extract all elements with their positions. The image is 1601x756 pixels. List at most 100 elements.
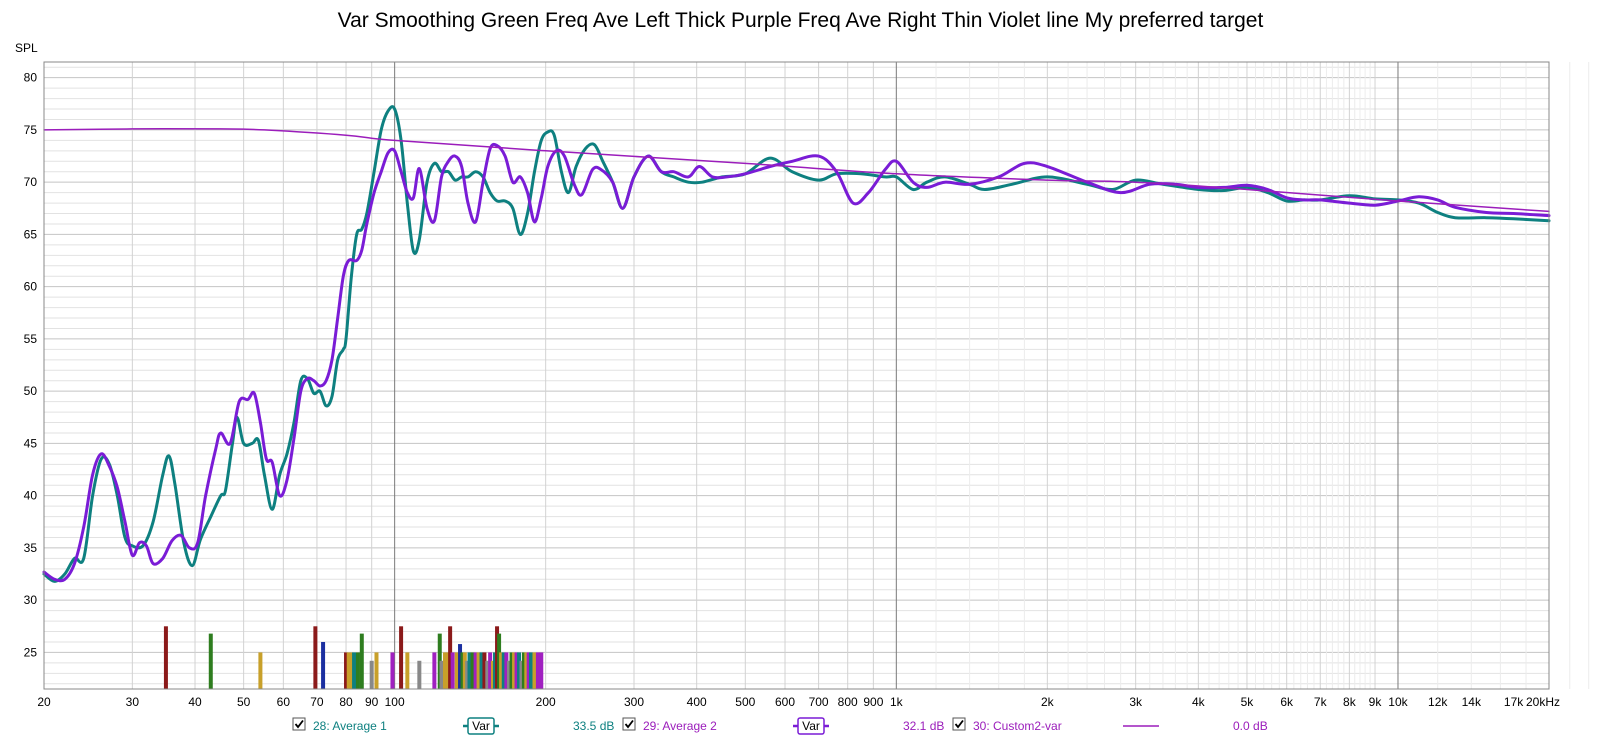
legend-checkbox[interactable]	[292, 717, 306, 731]
x-tick-label: 60	[277, 695, 291, 709]
x-tick-label: 4k	[1192, 695, 1206, 709]
filter-bar	[390, 652, 395, 689]
legend-label: 30: Custom2-var	[973, 719, 1062, 733]
x-tick-label: 90	[365, 695, 379, 709]
checkmark-icon	[624, 719, 634, 729]
legend-checkbox[interactable]	[952, 717, 966, 731]
filter-bar	[208, 633, 213, 689]
x-tick-label: 200	[536, 695, 556, 709]
y-tick-label: 55	[24, 332, 38, 346]
filter-bar	[509, 652, 514, 689]
y-tick-label: 35	[24, 541, 38, 555]
series-line-1	[42, 105, 1551, 583]
legend-item-2[interactable]: 29: Average 2 Var 32.1 dB	[622, 717, 944, 735]
legend-checkbox[interactable]	[622, 717, 636, 731]
filter-bars	[163, 626, 544, 689]
x-tick-label: 400	[687, 695, 707, 709]
y-tick-label: 75	[24, 123, 38, 137]
filter-bar	[535, 652, 540, 689]
series-line-2	[42, 142, 1551, 583]
filter-bar	[482, 652, 487, 689]
legend-smoothing-tag: Var	[472, 719, 490, 733]
filter-bar	[499, 652, 504, 689]
filter-bar	[460, 652, 465, 689]
filter-bar	[524, 652, 529, 689]
x-tick-label: 80	[339, 695, 353, 709]
legend-value: 0.0 dB	[1233, 719, 1268, 733]
filter-bar	[321, 641, 326, 689]
filter-bar	[465, 660, 470, 689]
filter-bar	[514, 652, 519, 689]
filter-bar	[355, 652, 360, 689]
y-tick-label: 25	[24, 645, 38, 659]
filter-bar	[490, 660, 495, 689]
filter-bar	[504, 652, 509, 689]
legend-item-1[interactable]: 28: Average 1 Var 33.5 dB	[292, 717, 614, 735]
legend-smoothing-box	[797, 717, 825, 735]
x-tick-label: 5k	[1241, 695, 1255, 709]
filter-bar	[526, 652, 531, 689]
x-tick-label: 900	[863, 695, 883, 709]
filter-bar	[313, 626, 318, 689]
filter-bar	[344, 652, 349, 689]
filter-bar	[399, 626, 404, 689]
filter-bar	[501, 652, 506, 689]
filter-bar	[417, 660, 422, 689]
filter-bar	[359, 633, 364, 689]
filter-bar	[470, 652, 475, 689]
filter-bar	[488, 652, 493, 689]
filter-bar	[405, 652, 410, 689]
x-tick-label: 800	[838, 695, 858, 709]
filter-bar	[369, 660, 374, 689]
filter-bar	[352, 652, 357, 689]
filter-bar	[512, 652, 517, 689]
filter-bar	[479, 652, 484, 689]
filter-bar	[448, 626, 453, 689]
x-tick-label: 100	[385, 695, 405, 709]
filter-bar	[539, 652, 544, 689]
filter-bar	[258, 652, 263, 689]
x-tick-label: 700	[809, 695, 829, 709]
y-tick-label: 40	[24, 489, 38, 503]
checkmark-icon	[954, 719, 964, 729]
x-tick-label: 10k	[1388, 695, 1408, 709]
y-tick-label: 70	[24, 175, 38, 189]
y-tick-labels: 80 75 70 65 60 55 50 45 40 35 30 25	[24, 71, 38, 660]
filter-bar	[506, 660, 511, 689]
x-tick-label: 30	[126, 695, 140, 709]
y-tick-label: 80	[24, 71, 38, 85]
filter-bar	[495, 626, 500, 689]
x-tick-label: 20	[37, 695, 51, 709]
x-tick-label: 9k	[1369, 695, 1383, 709]
x-tick-label: 70	[310, 695, 324, 709]
y-tick-label: 65	[24, 227, 38, 241]
filter-bar	[517, 652, 522, 689]
y-tick-label: 30	[24, 593, 38, 607]
x-tick-label: 17k	[1504, 695, 1524, 709]
legend: 28: Average 1 Var 33.5 dB 29: Average 2 Var 3…	[292, 717, 1268, 735]
legend-smoothing-box	[467, 717, 495, 735]
filter-bar	[444, 652, 449, 689]
series-line-3	[43, 128, 1550, 213]
x-tick-label: 8k	[1343, 695, 1357, 709]
filter-bar	[439, 660, 444, 689]
grid-lines	[43, 62, 1590, 689]
x-tick-label: 7k	[1314, 695, 1328, 709]
legend-item-3[interactable]: 30: Custom2-var 0.0 dB	[952, 717, 1268, 733]
y-tick-label: 45	[24, 436, 38, 450]
checkmark-icon	[294, 719, 304, 729]
legend-label: 29: Average 2	[643, 719, 717, 733]
x-tick-label: 2k	[1041, 695, 1055, 709]
filter-bar	[432, 652, 437, 689]
filter-bar	[492, 652, 497, 689]
filter-bar	[458, 644, 463, 689]
filter-bar	[521, 652, 526, 689]
series-lines	[42, 105, 1551, 583]
x-tick-label: 50	[237, 695, 251, 709]
x-tick-label: 3k	[1129, 695, 1143, 709]
legend-value: 33.5 dB	[573, 719, 614, 733]
x-tick-label: 12k	[1428, 695, 1448, 709]
y-axis-label: SPL	[15, 41, 38, 55]
filter-bar	[346, 652, 351, 689]
